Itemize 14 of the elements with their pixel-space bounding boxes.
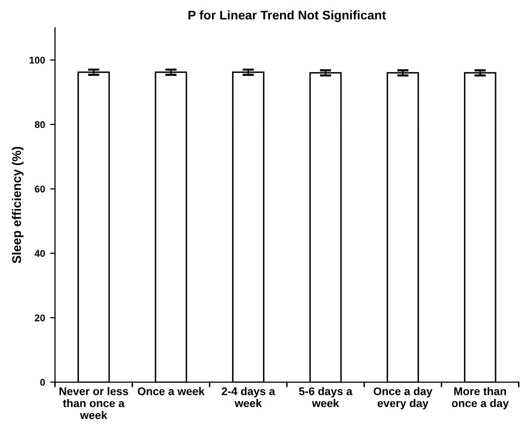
y-tick-label: 40 <box>34 250 45 257</box>
x-tick-label: 5-6 days a week <box>299 387 352 408</box>
y-tick-label: 20 <box>34 314 45 322</box>
y-tick-label: 100 <box>30 56 45 64</box>
x-tick-label: Once a week <box>138 387 205 396</box>
y-tick-label: 60 <box>34 186 45 192</box>
x-tick-label: More than once a day <box>452 387 509 410</box>
y-axis-title: Sleep efficiency (%) <box>12 146 24 264</box>
y-tick-label: 0 <box>40 378 45 386</box>
x-tick-label: Never or less than once a week <box>60 387 128 420</box>
x-tick-label: Once a day every day <box>374 387 432 410</box>
chart-title: P for Linear Trend Not Significant <box>188 10 386 22</box>
y-tick-label: 80 <box>34 121 45 128</box>
x-tick-label: 2-4 days a week <box>222 387 276 408</box>
